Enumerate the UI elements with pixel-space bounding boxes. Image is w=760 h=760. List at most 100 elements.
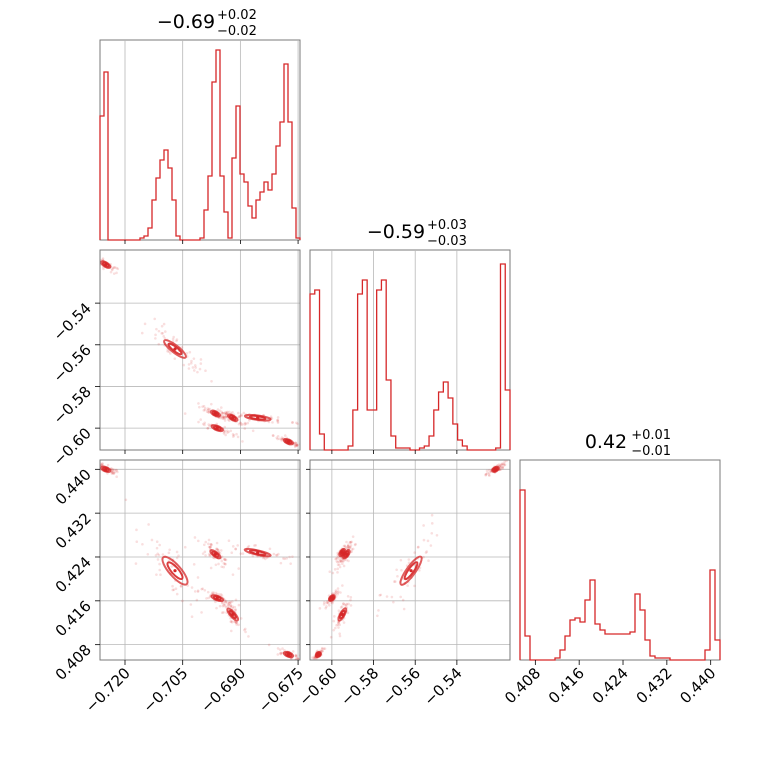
sample-point xyxy=(377,609,380,612)
sample-point xyxy=(203,406,207,410)
sample-point xyxy=(220,611,224,615)
sample-point xyxy=(115,271,118,275)
sample-point xyxy=(505,460,508,463)
sample-point xyxy=(192,369,196,372)
sample-point xyxy=(199,358,203,361)
sample-point xyxy=(399,558,403,562)
sample-point xyxy=(229,620,233,623)
sample-point xyxy=(279,652,283,656)
sample-point xyxy=(203,589,207,592)
sample-point xyxy=(334,592,337,596)
sample-point xyxy=(175,338,179,341)
sample-point xyxy=(224,600,227,604)
sample-point xyxy=(485,469,489,473)
sample-point xyxy=(422,524,425,527)
sample-point xyxy=(296,422,299,426)
sample-point xyxy=(203,423,206,427)
sample-point xyxy=(329,635,333,639)
sample-point xyxy=(112,471,115,475)
sample-point xyxy=(199,362,203,365)
sample-point xyxy=(276,421,280,424)
sample-point xyxy=(185,352,189,355)
sample-point xyxy=(312,656,316,660)
sample-point xyxy=(276,653,280,656)
sample-point xyxy=(238,421,242,424)
title-upper-error: +0.02 xyxy=(217,8,257,23)
sample-point xyxy=(135,540,139,543)
sample-point xyxy=(188,350,192,354)
sample-point xyxy=(231,410,234,414)
sample-point xyxy=(221,604,225,608)
sample-point xyxy=(349,598,352,602)
sample-point xyxy=(161,553,165,556)
sample-point xyxy=(207,408,210,411)
sample-point xyxy=(318,607,322,610)
sample-point xyxy=(215,547,218,550)
sample-point xyxy=(219,416,223,420)
sample-point xyxy=(269,415,273,419)
sample-point xyxy=(276,420,280,423)
x-tick-label: −0.60 xyxy=(295,664,340,709)
cluster-center xyxy=(340,551,344,555)
sample-point xyxy=(200,587,204,591)
sample-point xyxy=(244,422,248,426)
sample-point xyxy=(289,562,292,565)
contour xyxy=(166,561,184,581)
sample-point xyxy=(427,559,430,563)
sample-point xyxy=(166,349,169,353)
sample-point xyxy=(154,337,157,340)
sample-point xyxy=(346,543,350,546)
sample-point xyxy=(347,602,350,606)
sample-point xyxy=(334,591,337,594)
sample-point xyxy=(162,335,166,338)
sample-point xyxy=(425,550,429,553)
x-tick-label: 0.408 xyxy=(501,664,544,707)
sample-point xyxy=(285,557,289,560)
sample-point xyxy=(196,370,199,374)
sample-point xyxy=(338,632,341,636)
sample-point xyxy=(239,617,243,620)
grid xyxy=(331,250,458,450)
sample-point xyxy=(346,611,350,615)
sample-point xyxy=(309,661,312,664)
x-axis-1: −0.720 −0.705 −0.690 −0.675 xyxy=(82,660,307,716)
sample-point xyxy=(113,468,116,472)
sample-point xyxy=(296,656,299,660)
sample-point xyxy=(110,268,114,272)
sample-point xyxy=(175,550,179,554)
sample-point xyxy=(280,651,284,655)
sample-point xyxy=(198,367,202,371)
sample-point xyxy=(150,538,154,542)
sample-point xyxy=(339,559,342,562)
sample-point xyxy=(179,584,183,588)
sample-point xyxy=(222,415,225,419)
sample-point xyxy=(402,607,406,611)
sample-point xyxy=(343,603,346,607)
sample-point xyxy=(233,620,236,624)
sample-point xyxy=(207,410,211,414)
sample-point xyxy=(280,436,284,439)
sample-point xyxy=(209,545,212,549)
sample-point xyxy=(342,602,345,606)
sample-point xyxy=(240,413,243,417)
sample-point xyxy=(97,260,100,263)
panel-frame xyxy=(519,459,721,661)
sample-point xyxy=(93,258,96,261)
sample-point xyxy=(429,544,433,547)
sample-point xyxy=(221,415,225,419)
sample-point xyxy=(228,410,231,414)
sample-point xyxy=(235,416,239,420)
sample-point xyxy=(276,419,279,422)
grid xyxy=(100,460,300,660)
scatter-panel-2-3 xyxy=(309,459,511,664)
sample-point xyxy=(336,587,340,590)
sample-point xyxy=(336,560,339,564)
sample-point xyxy=(224,415,228,419)
sample-point xyxy=(487,468,491,472)
sample-point xyxy=(96,258,99,261)
cluster-center xyxy=(493,467,498,471)
sample-point xyxy=(156,558,160,561)
sample-point xyxy=(207,596,210,600)
sample-point xyxy=(206,408,209,412)
